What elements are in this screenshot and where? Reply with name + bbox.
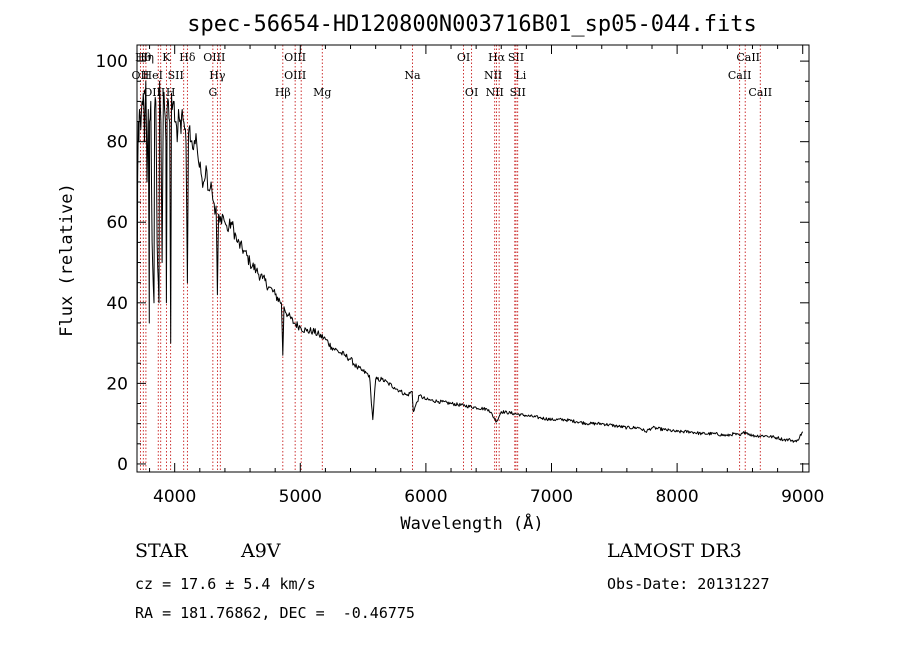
survey-name: LAMOST DR3 (607, 540, 742, 562)
chart-title: spec-56654-HD120800N003716B01_sp05-044.f… (187, 12, 757, 37)
spectral-line-label: OI (457, 51, 470, 64)
spectral-line-label: CaII (748, 86, 772, 99)
spectral-line-label: OIII (203, 51, 225, 64)
spectral-line-label: NII (486, 86, 504, 99)
x-tick-label: 5000 (279, 487, 322, 507)
spectral-line-label: OIII (284, 69, 306, 82)
y-tick-label: 0 (117, 455, 128, 475)
observation-date: Obs-Date: 20131227 (607, 575, 770, 593)
coordinates-readout: RA = 181.76862, DEC = -0.46775 (135, 604, 415, 622)
x-tick-label: 8000 (655, 487, 698, 507)
spectral-line-label: Hγ (209, 69, 226, 82)
spectrum-series (136, 80, 804, 456)
x-axis-title: Wavelength (Å) (400, 512, 543, 534)
y-tick-label: 40 (106, 294, 128, 314)
spectrum-line (136, 80, 804, 456)
y-tick-label: 20 (106, 374, 128, 394)
object-subclass: A9V (241, 540, 281, 562)
spectral-line-label: H (166, 86, 176, 99)
redshift-readout: cz = 17.6 ± 5.4 km/s (135, 575, 316, 593)
x-axis: 4000 5000 6000 7000 8000 9000 (149, 45, 824, 507)
spectral-line-label: G (208, 86, 217, 99)
spectral-line-label: Hα (488, 51, 506, 64)
spectral-line-label: OII (132, 69, 150, 82)
spectral-line-label: NII (484, 69, 502, 82)
x-tick-label: 6000 (404, 487, 447, 507)
x-tick-label: 9000 (781, 487, 824, 507)
spectral-line-label: Hβ (275, 86, 291, 99)
spectral-line-label: CaII (736, 51, 760, 64)
spectral-line-label: OIII (284, 51, 306, 64)
y-tick-label: 60 (106, 213, 128, 233)
spectral-line-label: SII (510, 86, 526, 99)
y-tick-label: 80 (106, 133, 128, 153)
spectral-line-label: Na (404, 69, 421, 82)
y-axis: 0 20 40 60 80 100 (96, 52, 809, 475)
spectral-line-label: Mg (313, 86, 331, 99)
x-tick-label: 4000 (153, 487, 196, 507)
object-class: STAR (135, 540, 188, 562)
spectral-line-label: Hδ (179, 51, 196, 64)
spectral-line-label: Li (515, 69, 526, 82)
x-tick-label: 7000 (530, 487, 573, 507)
spectral-line-label: OI (465, 86, 478, 99)
spectral-line-label: SII (508, 51, 524, 64)
y-axis-title: Flux (relative) (57, 183, 77, 337)
y-tick-label: 100 (96, 52, 128, 72)
spectral-line-label: SII (168, 69, 184, 82)
spectral-line-label: HeI (143, 69, 163, 82)
spectral-line-label: K (162, 51, 171, 64)
spectral-line-label: CaII (728, 69, 752, 82)
plot-frame (136, 44, 810, 473)
